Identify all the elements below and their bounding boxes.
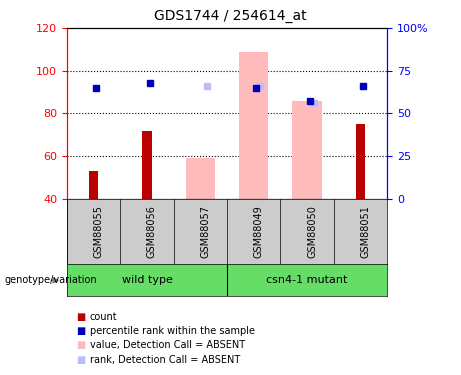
Text: GSM88057: GSM88057 <box>201 205 210 258</box>
Text: GSM88050: GSM88050 <box>307 205 317 258</box>
Text: ■: ■ <box>76 312 85 322</box>
Text: wild type: wild type <box>122 275 172 285</box>
Bar <box>239 52 268 199</box>
Bar <box>89 171 98 199</box>
Bar <box>292 100 322 199</box>
Text: percentile rank within the sample: percentile rank within the sample <box>90 326 255 336</box>
Text: count: count <box>90 312 118 322</box>
Text: ■: ■ <box>76 355 85 364</box>
Text: rank, Detection Call = ABSENT: rank, Detection Call = ABSENT <box>90 355 240 364</box>
Text: csn4-1 mutant: csn4-1 mutant <box>266 275 348 285</box>
Text: genotype/variation: genotype/variation <box>5 275 97 285</box>
Text: GSM88051: GSM88051 <box>361 205 371 258</box>
Bar <box>186 158 215 199</box>
Text: GSM88055: GSM88055 <box>94 205 104 258</box>
Text: GSM88049: GSM88049 <box>254 205 264 258</box>
Text: value, Detection Call = ABSENT: value, Detection Call = ABSENT <box>90 340 245 350</box>
Text: GDS1744 / 254614_at: GDS1744 / 254614_at <box>154 9 307 23</box>
Bar <box>142 130 152 199</box>
Bar <box>356 124 366 199</box>
Text: GSM88056: GSM88056 <box>147 205 157 258</box>
Text: ■: ■ <box>76 340 85 350</box>
Text: ■: ■ <box>76 326 85 336</box>
